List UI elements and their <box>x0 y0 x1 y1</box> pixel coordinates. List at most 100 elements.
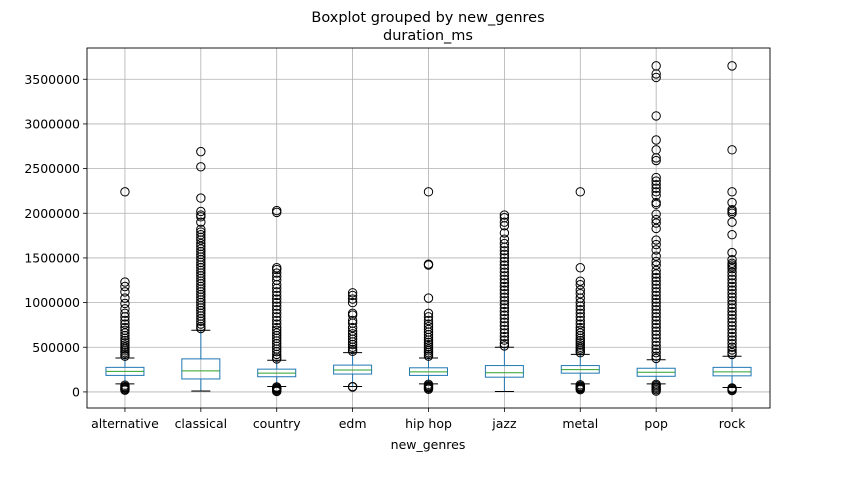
outlier-point <box>499 313 510 324</box>
outlier-point <box>651 330 661 340</box>
box-country <box>257 205 297 397</box>
outlier-point <box>499 228 510 238</box>
chart-title: duration_ms <box>383 28 473 44</box>
outlier-point <box>196 193 206 203</box>
outlier-point <box>727 281 737 292</box>
outlier-point <box>651 172 661 183</box>
outlier-point <box>575 305 585 315</box>
outlier-point <box>272 268 282 278</box>
outlier-point <box>499 253 510 263</box>
outlier-point <box>651 333 661 344</box>
outlier-point <box>347 337 358 347</box>
outlier-point <box>120 340 130 350</box>
outlier-point <box>347 294 358 304</box>
outlier-point <box>651 187 661 197</box>
outlier-point <box>651 218 661 228</box>
outlier-point <box>651 239 661 250</box>
outlier-point <box>196 162 206 172</box>
outlier-point <box>651 308 661 319</box>
outlier-point <box>423 335 434 345</box>
outlier-point <box>727 313 737 324</box>
outlier-point <box>727 342 737 352</box>
y-tick-label: 2500000 <box>24 161 80 176</box>
outlier-point <box>196 323 206 334</box>
x-tick-label: edm <box>339 416 367 431</box>
box-alternative <box>105 187 145 395</box>
outlier-point <box>651 280 661 290</box>
outlier-point <box>499 221 510 231</box>
outlier-point <box>575 340 585 350</box>
outlier-point <box>499 288 510 299</box>
outlier-point <box>727 145 737 155</box>
outlier-point <box>727 274 737 285</box>
outlier-point <box>499 274 510 285</box>
outlier-point <box>120 287 130 297</box>
outlier-point <box>651 337 661 347</box>
outlier-point <box>499 263 510 274</box>
outlier-point <box>727 263 737 274</box>
outlier-point <box>651 301 661 311</box>
x-tick-label: pop <box>644 416 668 431</box>
iqr-box <box>181 358 221 380</box>
outlier-point <box>423 384 434 394</box>
outlier-point <box>272 305 282 315</box>
outlier-point <box>196 316 206 327</box>
outlier-point <box>651 235 661 245</box>
outlier-point <box>727 385 737 396</box>
outlier-point <box>575 319 585 329</box>
outlier-point <box>727 278 737 288</box>
outlier-point <box>120 312 130 322</box>
outlier-point <box>575 280 585 290</box>
outlier-point <box>272 290 282 301</box>
box-jazz <box>484 210 524 392</box>
outlier-point <box>120 308 130 319</box>
y-tick-label: 1500000 <box>24 250 80 265</box>
outlier-point <box>651 199 661 210</box>
outlier-point <box>423 187 434 197</box>
box-series <box>105 61 752 397</box>
outlier-point <box>499 328 510 338</box>
outlier-point <box>651 290 661 301</box>
y-tick-label: 2000000 <box>24 206 80 221</box>
outlier-point <box>499 321 510 331</box>
outlier-point <box>196 235 206 245</box>
outlier-point <box>196 319 206 329</box>
outlier-point <box>120 319 130 329</box>
outlier-point <box>120 293 130 303</box>
outlier-point <box>651 294 661 304</box>
x-axis-label: new_genres <box>391 437 466 452</box>
outlier-point <box>196 232 206 243</box>
outlier-point <box>575 263 585 273</box>
outlier-point <box>651 190 661 201</box>
outlier-point <box>423 351 434 361</box>
outlier-point <box>499 256 510 267</box>
outlier-point <box>347 297 358 308</box>
outlier-point <box>196 229 206 240</box>
outlier-point <box>727 271 737 281</box>
outlier-point <box>727 331 737 342</box>
outlier-point <box>499 260 510 270</box>
outlier-point <box>727 247 737 258</box>
outlier-point <box>120 277 130 287</box>
outlier-point <box>575 301 585 311</box>
box-rock <box>712 61 752 396</box>
outlier-point <box>120 330 130 341</box>
outlier-point <box>196 217 206 227</box>
outlier-point <box>423 342 434 352</box>
outlier-point <box>575 308 585 319</box>
outlier-point <box>727 208 737 218</box>
outlier-point <box>727 292 737 302</box>
outlier-point <box>272 283 282 293</box>
outlier-point <box>347 339 358 350</box>
outlier-point <box>423 332 434 343</box>
outlier-point <box>499 299 510 310</box>
outlier-point <box>499 210 510 220</box>
outlier-point <box>651 351 661 361</box>
outlier-point <box>575 187 585 197</box>
grid-lines <box>87 48 770 408</box>
outlier-point <box>120 351 130 361</box>
outlier-point <box>499 317 510 327</box>
x-tick-label: alternative <box>91 416 159 431</box>
outlier-point <box>499 278 510 288</box>
